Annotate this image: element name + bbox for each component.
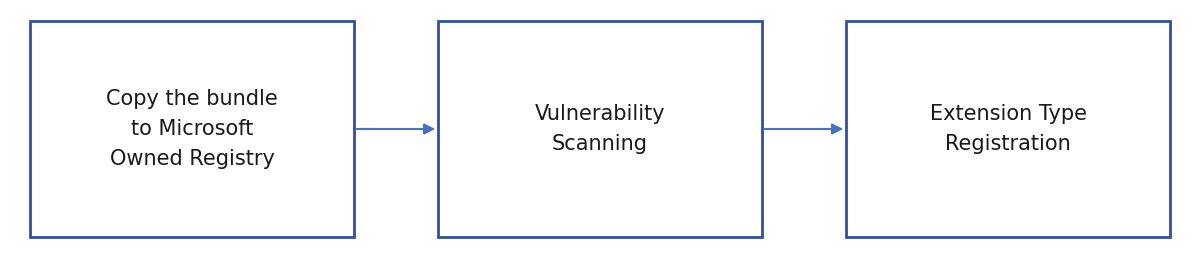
Text: Vulnerability
Scanning: Vulnerability Scanning [535, 104, 665, 154]
Text: Extension Type
Registration: Extension Type Registration [930, 104, 1086, 154]
Text: Copy the bundle
to Microsoft
Owned Registry: Copy the bundle to Microsoft Owned Regis… [106, 90, 278, 168]
FancyBboxPatch shape [438, 21, 762, 237]
FancyBboxPatch shape [30, 21, 354, 237]
FancyBboxPatch shape [846, 21, 1170, 237]
